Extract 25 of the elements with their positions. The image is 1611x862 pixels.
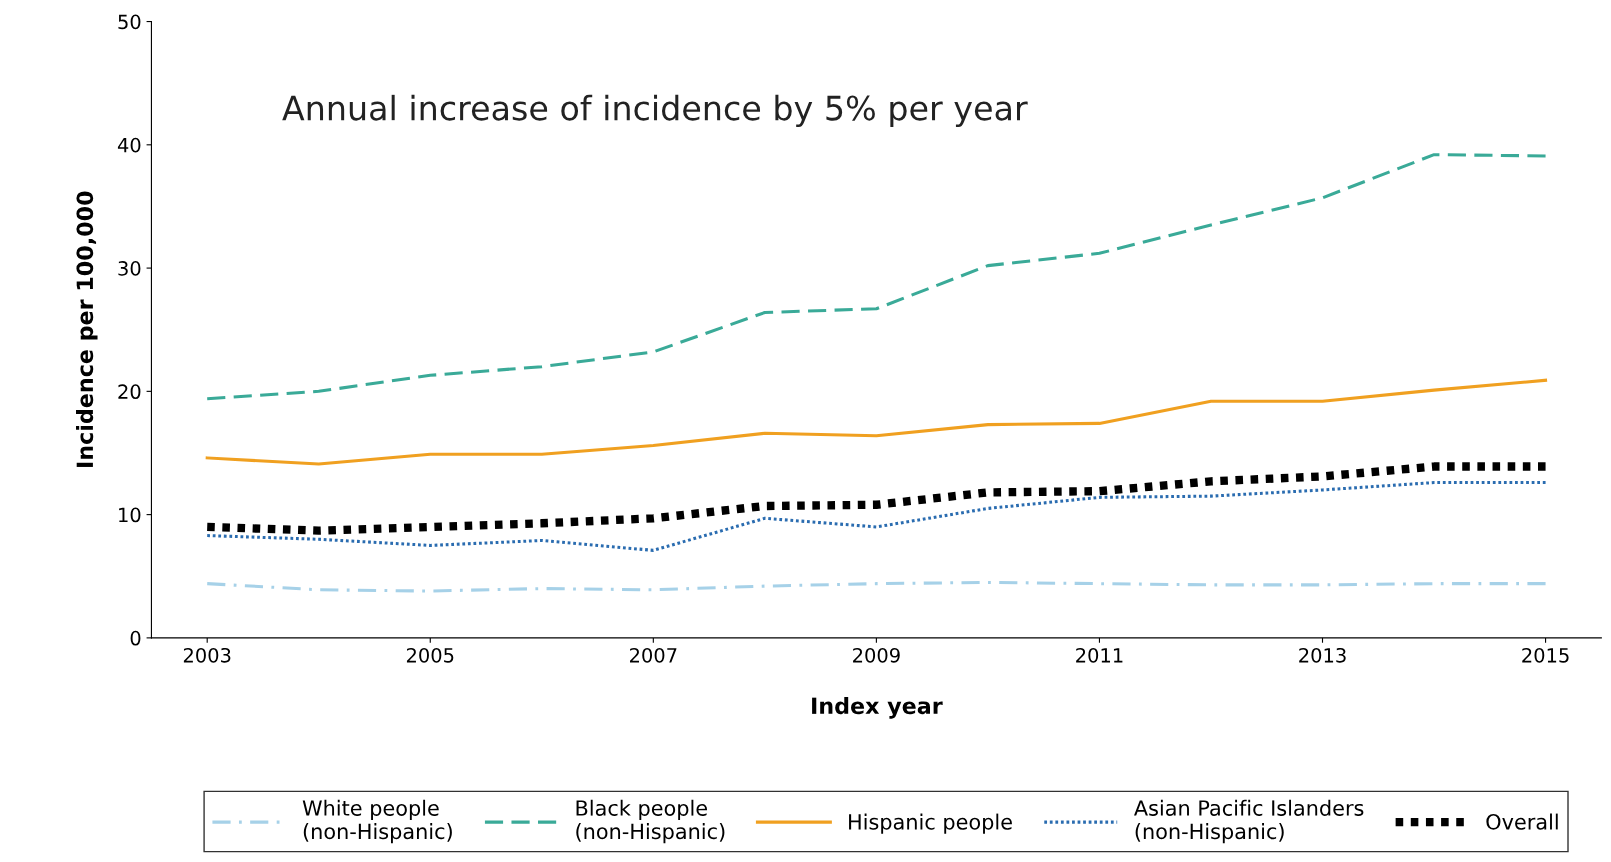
x-tick-label: 2005	[406, 647, 454, 663]
legend-label: White people (non-Hispanic)	[302, 799, 452, 844]
line-series	[205, 481, 1548, 552]
line-series	[205, 580, 1548, 593]
annotation: Annual increase of incidence by 5% per year	[282, 94, 1028, 128]
y-tick-label: 50	[118, 14, 141, 30]
x-tick-label: 2007	[630, 647, 677, 663]
legend-label: Black people (non-Hispanic)	[576, 799, 725, 844]
x-tick-label: 2015	[1522, 647, 1569, 663]
x-tick-label: 2011	[1076, 647, 1123, 663]
y-tick-label: 40	[117, 137, 141, 153]
y-tick-label: 20	[118, 384, 141, 400]
y-tick-label: 10	[119, 507, 141, 523]
line-series	[205, 153, 1548, 401]
x-tick-label: 2009	[853, 647, 900, 663]
line-series	[205, 378, 1548, 466]
x-tick-label: 2003	[183, 647, 231, 663]
legend-label: Asian Pacific Islanders (non-Hispanic)	[1134, 799, 1364, 844]
legend-label: Overall	[1486, 813, 1558, 830]
y-axis-title: Incidence per 100,000	[76, 191, 98, 467]
y-tick-label: 30	[118, 261, 141, 276]
legend-label: Hispanic people	[849, 813, 1012, 834]
x-tick-label: 2013	[1299, 647, 1346, 663]
x-axis-title: Index year	[812, 696, 943, 719]
y-tick-label: 0	[130, 630, 141, 646]
